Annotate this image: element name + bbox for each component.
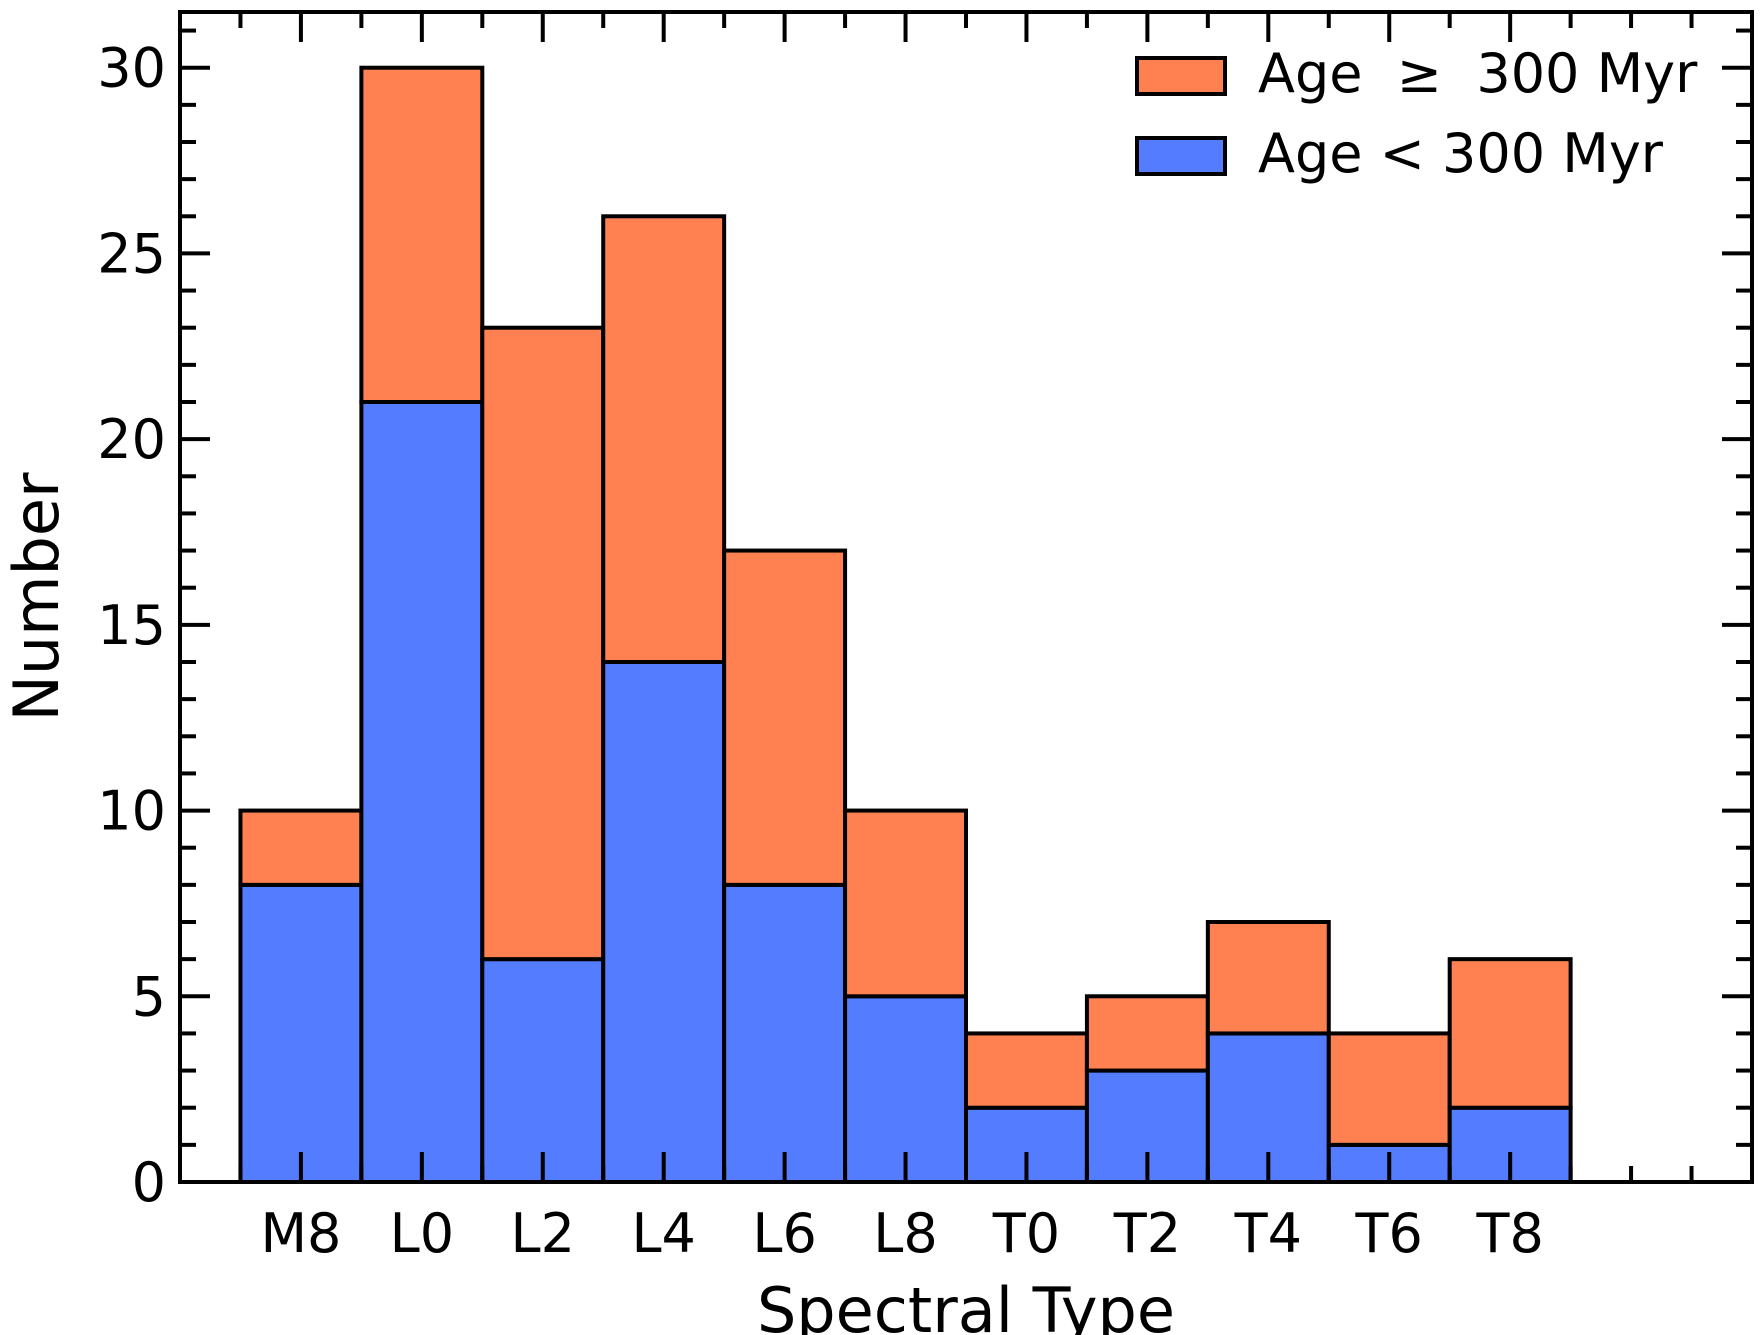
bar-T6-series-1 [1326,1031,1452,1147]
legend-swatch-1 [1135,136,1227,176]
ticks-layer [178,12,1754,1184]
legend-label-1: Age < 300 Myr [1258,122,1664,185]
bar-L4-series-1 [601,214,727,665]
bar-L2-series-0 [480,957,606,1185]
bar-L0-series-1 [359,65,485,404]
legend-swatch-0 [1135,56,1227,96]
bar-T4-series-1 [1205,920,1331,1036]
y-tick-label: 5 [132,965,166,1028]
legend: Age ≥ 300 Myr Age < 300 Myr [1135,42,1698,185]
bar-M8-series-0 [238,882,364,1184]
bar-T0-series-1 [964,1031,1089,1110]
x-tick-label: L6 [752,1202,816,1265]
bar-L6-series-1 [722,548,848,887]
x-tick-label: L2 [511,1202,575,1265]
x-tick-label: L4 [631,1202,695,1265]
y-tick-label: 20 [97,408,166,471]
tick-labels-layer: 0 5 10 15 20 25 30 M8 L0 L2 L4 L6 L8 T0 T2 T4 T6 T8 [97,37,1544,1265]
x-tick-label: T6 [1355,1202,1423,1265]
x-tick-label: T0 [992,1202,1060,1265]
x-tick-label: L0 [390,1202,454,1265]
x-tick-label: T4 [1234,1202,1302,1265]
y-tick-label: 15 [97,594,166,657]
x-axis-title: Spectral Type [757,1274,1175,1335]
plot-frame [178,10,1754,1184]
bar-L0-series-0 [359,400,485,1184]
bar-T8-series-1 [1447,957,1573,1110]
bars-layer [238,65,1573,1185]
y-tick-label: 10 [97,780,166,843]
bar-T2-series-1 [1084,994,1210,1073]
bar-L4-series-0 [601,660,727,1184]
y-axis-title: Number [0,472,73,722]
y-tick-label: 30 [97,37,166,100]
bar-M8-series-1 [238,808,364,887]
x-tick-label: T2 [1113,1202,1181,1265]
bar-L8-series-1 [843,808,968,999]
bar-L2-series-1 [480,325,606,962]
y-tick-label: 0 [132,1151,166,1214]
bar-L6-series-0 [722,882,848,1184]
bar-L8-series-0 [843,994,968,1184]
legend-label-0: Age ≥ 300 Myr [1258,42,1698,105]
y-tick-label: 25 [97,222,166,285]
x-tick-label: M8 [260,1202,341,1265]
x-tick-label: T8 [1475,1202,1543,1265]
x-tick-label: L8 [873,1202,937,1265]
